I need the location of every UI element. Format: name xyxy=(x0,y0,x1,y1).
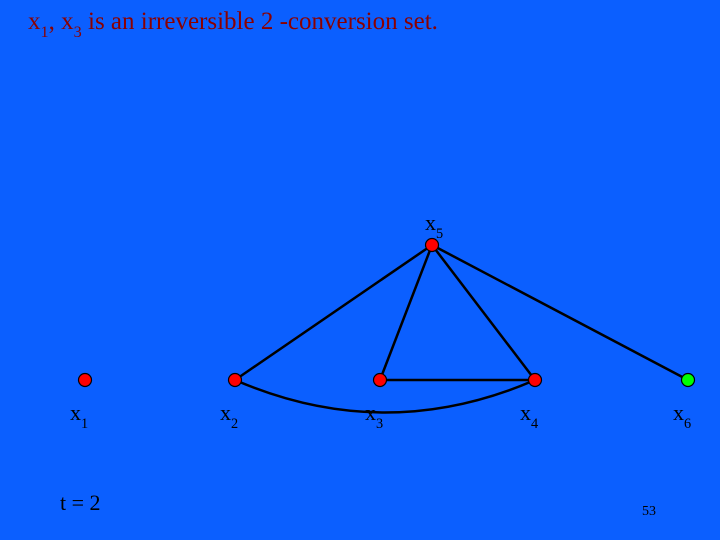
title-x1: x xyxy=(28,8,41,35)
node-x6 xyxy=(682,374,695,387)
node-x3 xyxy=(374,374,387,387)
edge-x4-x5 xyxy=(432,245,535,380)
title-mid: , x xyxy=(49,8,74,35)
node-label-x5: x5 xyxy=(425,210,443,240)
title-rest: is an irreversible 2 -conversion set. xyxy=(82,8,438,35)
node-x1 xyxy=(79,374,92,387)
node-x4 xyxy=(529,374,542,387)
slide: x1, x3 is an irreversible 2 -conversion … xyxy=(0,0,720,540)
edge-x6-x5 xyxy=(432,245,688,380)
node-x2 xyxy=(229,374,242,387)
edge-x2-x5 xyxy=(235,245,432,380)
title-sub1: 1 xyxy=(41,23,49,41)
slide-title: x1, x3 is an irreversible 2 -conversion … xyxy=(28,8,438,40)
node-label-x4: x4 xyxy=(520,400,538,430)
node-label-x2: x2 xyxy=(220,400,238,430)
edge-x3-x5 xyxy=(380,245,432,380)
node-label-x6: x6 xyxy=(673,400,691,430)
page-number: 53 xyxy=(642,504,656,520)
time-label: t = 2 xyxy=(60,490,101,516)
graph-svg xyxy=(0,0,720,540)
title-sub2: 3 xyxy=(74,23,82,41)
node-label-x1: x1 xyxy=(70,400,88,430)
node-label-x3: x3 xyxy=(365,400,383,430)
